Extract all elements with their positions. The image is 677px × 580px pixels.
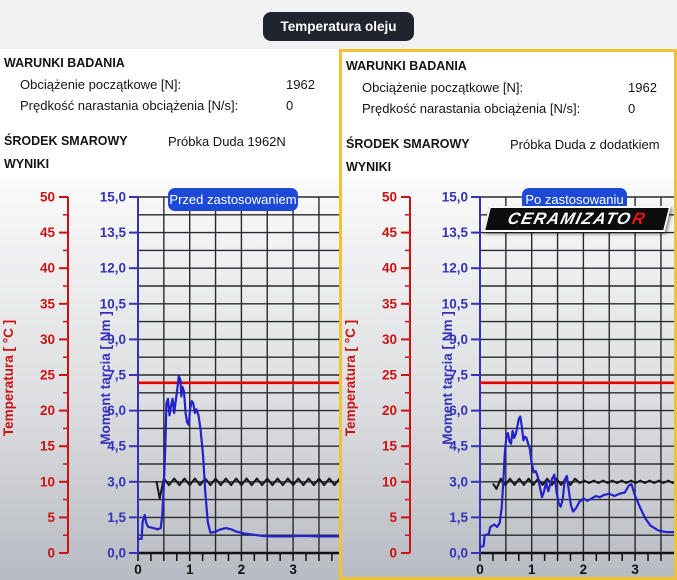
svg-text:0: 0 [476, 562, 484, 577]
svg-text:3: 3 [289, 562, 297, 577]
svg-text:1,5: 1,5 [107, 510, 126, 525]
svg-text:20: 20 [382, 403, 397, 418]
results-heading: WYNIKI [346, 160, 392, 174]
svg-text:1: 1 [186, 562, 194, 577]
svg-text:0,0: 0,0 [107, 546, 126, 561]
initial-load-value: 1962 [286, 77, 315, 92]
conditions-heading: WARUNKI BADANIA [4, 56, 125, 70]
svg-text:40: 40 [382, 261, 397, 276]
svg-text:0: 0 [134, 562, 142, 577]
svg-text:30: 30 [40, 332, 55, 347]
svg-text:Temperatura [ °C ]: Temperatura [ °C ] [1, 320, 16, 436]
lubricant-sample-name: Próbka Duda 1962N [168, 134, 286, 149]
svg-text:10: 10 [382, 474, 397, 489]
results-heading: WYNIKI [4, 157, 50, 171]
chart-after: 0 1 2 3 0 5 10 15 20 25 30 35 40 45 50 0,0 1,5 3,0 4,5 6,0 7… [342, 178, 674, 577]
load-rate-value: 0 [628, 101, 636, 116]
svg-text:35: 35 [382, 296, 398, 311]
svg-text:50: 50 [382, 190, 397, 205]
svg-text:Moment tarcia [ Nm ]: Moment tarcia [ Nm ] [440, 311, 455, 445]
svg-text:13,5: 13,5 [100, 225, 127, 240]
svg-text:25: 25 [40, 368, 56, 383]
ceramizator-logo: CERAMIZATO R [482, 206, 672, 232]
svg-text:10: 10 [40, 474, 55, 489]
svg-text:2: 2 [580, 562, 588, 577]
svg-text:1: 1 [528, 562, 536, 577]
svg-text:10,5: 10,5 [100, 296, 127, 311]
load-rate-label: Prędkość narastania obciążenia [N/s]: [362, 101, 581, 116]
svg-text:5: 5 [389, 510, 397, 525]
svg-text:4,5: 4,5 [107, 439, 126, 454]
load-rate-label: Prędkość narastania obciążenia [N/s]: [20, 98, 239, 113]
svg-text:6,0: 6,0 [107, 403, 126, 418]
svg-text:12,0: 12,0 [100, 261, 126, 276]
svg-text:25: 25 [382, 368, 398, 383]
svg-text:15,0: 15,0 [442, 190, 468, 205]
svg-text:3,0: 3,0 [107, 474, 126, 489]
initial-load-label: Obciążenie początkowe [N]: [20, 77, 182, 92]
svg-text:40: 40 [40, 261, 55, 276]
svg-text:0: 0 [389, 546, 397, 561]
svg-text:9,0: 9,0 [449, 332, 468, 347]
test-conditions-before: WARUNKI BADANIA Obciążenie początkowe [N… [0, 49, 339, 178]
svg-text:20: 20 [40, 403, 55, 418]
conditions-heading: WARUNKI BADANIA [346, 59, 467, 73]
svg-text:7,5: 7,5 [449, 368, 468, 383]
svg-text:15,0: 15,0 [100, 190, 126, 205]
chart-before: 0 1 2 3 0 5 10 15 20 25 30 35 40 45 50 0,0 1,5 3,0 4,5 6,0 7… [0, 178, 339, 580]
svg-text:50: 50 [40, 190, 55, 205]
after-application-badge: Po zastosowaniu [522, 188, 627, 211]
svg-text:45: 45 [382, 225, 398, 240]
svg-text:3,0: 3,0 [449, 474, 468, 489]
svg-text:45: 45 [40, 225, 56, 240]
svg-text:3: 3 [631, 562, 639, 577]
svg-text:4,5: 4,5 [449, 439, 468, 454]
initial-load-value: 1962 [628, 80, 657, 95]
svg-text:1,5: 1,5 [449, 510, 468, 525]
test-conditions-after: WARUNKI BADANIA Obciążenie początkowe [N… [342, 52, 674, 178]
oil-temperature-title-badge: Temperatura oleju [263, 12, 414, 41]
lubricant-sample-name: Próbka Duda z dodatkiem [510, 137, 660, 152]
initial-load-label: Obciążenie początkowe [N]: [362, 80, 524, 95]
chart-before-svg: 0 1 2 3051015202530354045500,01,53,04,56,07… [0, 178, 339, 580]
svg-text:12,0: 12,0 [442, 261, 468, 276]
svg-text:0: 0 [47, 546, 55, 561]
svg-text:0,0: 0,0 [449, 546, 468, 561]
panel-after: WARUNKI BADANIA Obciążenie początkowe [N… [339, 49, 677, 580]
svg-text:35: 35 [40, 296, 56, 311]
panel-before: WARUNKI BADANIA Obciążenie początkowe [N… [0, 49, 339, 580]
top-strip: Temperatura oleju [0, 0, 677, 49]
svg-text:6,0: 6,0 [449, 403, 468, 418]
chart-after-svg: 0 1 2 3051015202530354045500,01,53,04,56,07… [342, 178, 674, 577]
svg-text:15: 15 [382, 439, 398, 454]
lubricant-heading: ŚRODEK SMAROWY [4, 134, 128, 148]
svg-text:10,5: 10,5 [442, 296, 469, 311]
svg-text:5: 5 [47, 510, 55, 525]
svg-text:30: 30 [382, 332, 397, 347]
logo-text: CERAMIZATO [505, 209, 634, 228]
svg-text:13,5: 13,5 [442, 225, 469, 240]
comparison-panels: WARUNKI BADANIA Obciążenie początkowe [N… [0, 49, 677, 580]
svg-text:2: 2 [238, 562, 246, 577]
svg-text:7,5: 7,5 [107, 368, 126, 383]
svg-text:Moment tarcia [ Nm ]: Moment tarcia [ Nm ] [98, 311, 113, 445]
lubricant-heading: ŚRODEK SMAROWY [346, 137, 470, 151]
svg-text:Temperatura [ °C ]: Temperatura [ °C ] [343, 320, 358, 436]
load-rate-value: 0 [286, 98, 294, 113]
before-application-badge: Przed zastosowaniem [168, 188, 298, 211]
svg-text:9,0: 9,0 [107, 332, 126, 347]
svg-text:15: 15 [40, 439, 56, 454]
